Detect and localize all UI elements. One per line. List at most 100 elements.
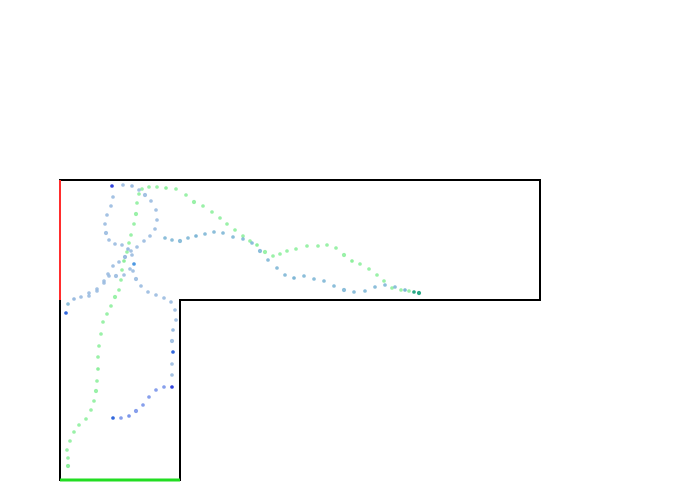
trajectory-point [283,273,287,277]
trajectory-point [122,273,126,277]
trajectory-point [170,385,174,389]
trajectory-point [94,389,98,393]
trajectory-point [120,243,124,247]
trajectory-point [258,249,262,253]
trajectory-point [358,262,362,266]
trajectory-point [99,332,103,336]
trajectory-point [170,238,174,242]
trajectory-point [107,238,111,242]
trajectory-point [110,184,114,188]
trajectory-point [131,269,135,273]
trajectory-point [194,234,198,238]
trajectory-point [403,288,407,292]
trajectory-point [96,355,100,359]
trajectory-point [241,237,245,241]
trajectory-point [97,344,101,348]
maze-walls [60,180,540,480]
trajectory-point [171,350,175,354]
trajectory-point [174,187,178,191]
trajectory-point [137,188,141,192]
trajectory-point [212,230,216,234]
trajectory-point [174,318,178,322]
trajectory-point [412,290,416,294]
trajectory-point [171,328,175,332]
trajectory-point [113,242,117,246]
trajectory-point [350,259,354,263]
trajectory-point [95,289,99,293]
trajectory-point [111,195,115,199]
trajectory-point [170,373,174,377]
trajectory-point [203,232,207,236]
trajectory-point [120,268,124,272]
trajectory-point [363,289,367,293]
trajectory-point [292,276,296,280]
trajectory-point [325,243,329,247]
trajectory-point [72,430,76,434]
trajectory-point [149,199,153,203]
trajectory-point [294,247,298,251]
trajectory-point [271,254,275,258]
trajectory-point [316,244,320,248]
trajectory-point [342,288,346,292]
trajectory-point [114,274,118,278]
trajectory-point [111,416,115,420]
trajectory-point [79,295,83,299]
trajectory-point [127,414,131,418]
trajectory-point [154,293,158,297]
trajectory-point [66,464,70,468]
trajectory-point [143,193,147,197]
maze-outline [60,180,540,480]
trajectory-point [169,300,173,304]
trajectory-point [117,260,121,264]
trajectory-point [129,249,133,253]
trajectory-point [66,302,70,306]
trajectory-point [66,456,70,460]
trajectory-point [109,304,113,308]
trajectory-point [305,244,309,248]
trajectory-point [148,234,152,238]
trajectory-point [417,291,421,295]
trajectory-point [89,408,93,412]
trajectory-point [154,208,158,212]
trajectory-point [218,216,222,220]
trajectory-point [72,297,76,301]
trajectory-point [102,281,106,285]
trajectory-point [225,222,229,226]
trajectory-point [210,210,214,214]
trajectory-point [278,252,282,256]
trajectory-point [92,399,96,403]
trajectory-point [393,285,397,289]
trajectory-point [111,264,115,268]
trajectory-point [137,192,141,196]
trajectory-point [302,274,306,278]
trajectory-point [147,395,151,399]
trajectory-point [87,294,91,298]
trajectory-point [285,249,289,253]
trajectory-point [132,262,136,266]
trajectory-point [173,308,177,312]
trajectory-point [352,290,356,294]
trajectory-point [121,183,125,187]
trajectory-point [65,448,69,452]
trajectory-point [130,184,134,188]
trajectory-point [84,417,88,421]
trajectory-point [399,288,403,292]
trajectory-point [170,339,174,343]
trajectory-point [139,284,143,288]
trajectory-point [250,241,254,245]
trajectory-points [64,183,421,468]
trajectory-point [122,259,126,263]
trajectory-point [134,409,138,413]
trajectory-point [147,185,151,189]
trajectory-point [184,193,188,197]
trajectory-point [64,311,68,315]
trajectory-point [146,290,150,294]
trajectory-point [382,279,386,283]
trajectory-point [367,267,371,271]
trajectory-point [68,439,72,443]
trajectory-point [153,227,157,231]
trajectory-point [373,285,377,289]
trajectory-point [142,239,146,243]
